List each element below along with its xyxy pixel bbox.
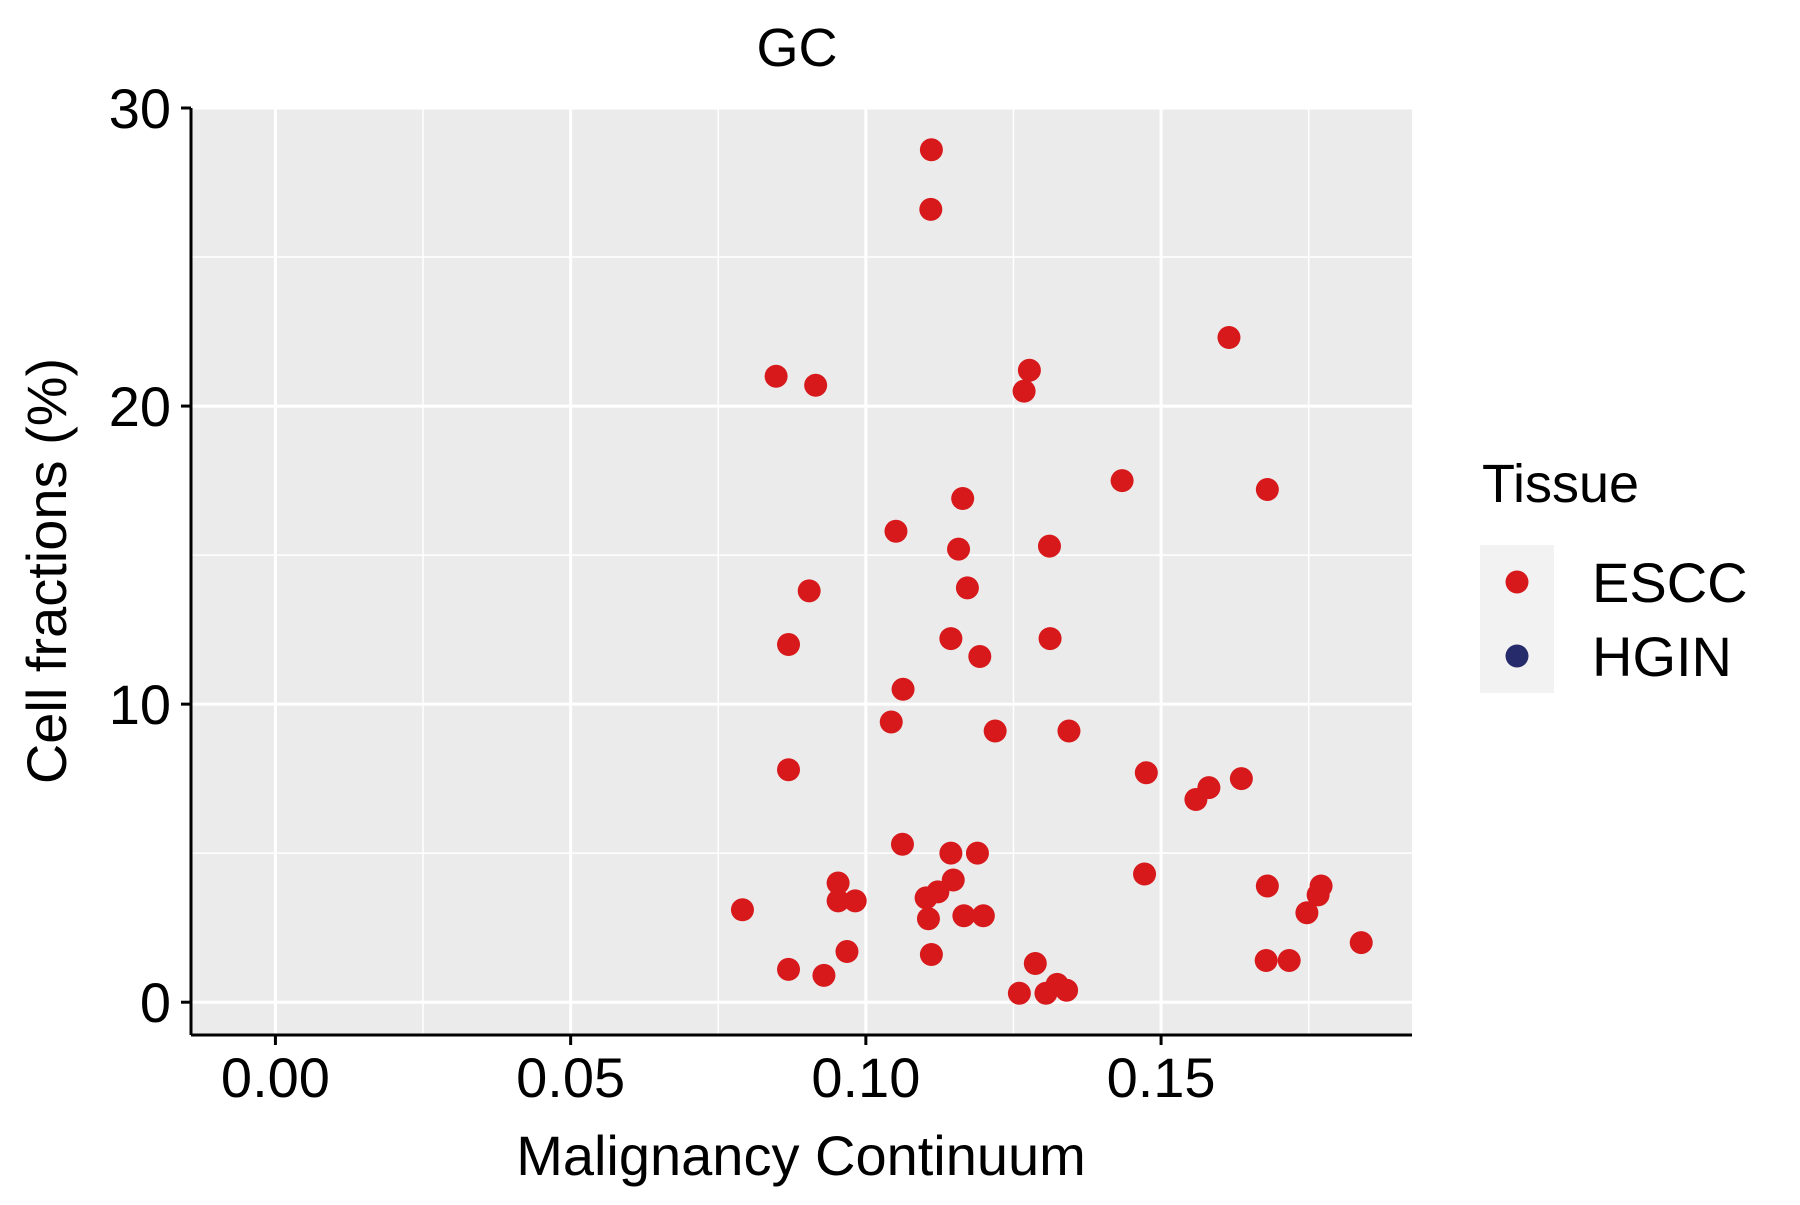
x-tick-label: 0.15	[1107, 1046, 1216, 1109]
data-point	[919, 943, 943, 967]
data-point	[1217, 326, 1241, 350]
legend-label-escc: ESCC	[1592, 551, 1748, 614]
y-axis-label: Cell fractions (%)	[15, 358, 78, 784]
y-tick-label: 20	[109, 375, 171, 438]
data-point	[884, 519, 908, 543]
plot-panel	[191, 108, 1412, 1035]
data-point	[764, 364, 788, 388]
data-point	[1110, 469, 1134, 493]
grid-lines	[191, 106, 1412, 1035]
data-point	[1038, 627, 1062, 651]
x-axis-label: Malignancy Continuum	[516, 1124, 1086, 1187]
data-point	[1306, 883, 1330, 907]
data-point	[1133, 862, 1157, 886]
data-point	[891, 677, 915, 701]
data-point	[919, 138, 943, 162]
x-tick-label: 0.10	[811, 1046, 920, 1109]
data-point	[812, 963, 836, 987]
data-point	[835, 940, 859, 964]
data-point	[730, 898, 754, 922]
data-point	[939, 841, 963, 865]
data-point	[939, 627, 963, 651]
data-point	[777, 758, 801, 782]
data-point	[1255, 874, 1279, 898]
y-tick-label: 0	[140, 971, 171, 1034]
data-point	[879, 710, 903, 734]
y-tick-label: 30	[109, 77, 171, 140]
data-point	[843, 889, 867, 913]
data-point	[1055, 978, 1079, 1002]
data-point	[1295, 901, 1319, 925]
data-point	[1254, 948, 1278, 972]
data-point	[1184, 788, 1208, 812]
data-point	[1229, 767, 1253, 791]
legend-entries: ESCC HGIN	[1505, 551, 1748, 688]
data-points	[730, 138, 1373, 1005]
legend-label-hgin: HGIN	[1592, 625, 1732, 688]
x-tick-label: 0.00	[221, 1046, 330, 1109]
data-point	[951, 486, 975, 510]
data-point	[777, 957, 801, 981]
data-point	[983, 719, 1007, 743]
data-point	[947, 537, 971, 561]
data-point	[1255, 478, 1279, 502]
data-point	[1277, 948, 1301, 972]
data-point	[1017, 358, 1041, 382]
data-point	[890, 832, 914, 856]
data-point	[797, 579, 821, 603]
data-point	[1037, 534, 1061, 558]
data-point	[826, 871, 850, 895]
legend: Tissue ESCC HGIN	[1480, 454, 1748, 693]
data-point	[968, 644, 992, 668]
y-tick-label: 10	[109, 673, 171, 736]
data-point	[1012, 379, 1036, 403]
legend-key-hgin	[1505, 644, 1529, 668]
data-point	[1349, 931, 1373, 955]
x-axis-ticks: 0.00 0.05 0.10 0.15	[221, 1035, 1216, 1109]
axes	[189, 108, 1412, 1037]
legend-key-background	[1480, 545, 1554, 693]
data-point	[1007, 981, 1031, 1005]
data-point	[919, 197, 943, 221]
data-point	[777, 633, 801, 657]
x-tick-label: 0.05	[516, 1046, 625, 1109]
y-axis-ticks: 0 10 20 30	[109, 77, 191, 1034]
data-point	[1057, 719, 1081, 743]
data-point	[826, 889, 850, 913]
data-point	[1134, 761, 1158, 785]
legend-key-escc	[1505, 570, 1529, 594]
legend-title: Tissue	[1482, 454, 1639, 514]
chart-title: GC	[757, 18, 838, 78]
data-point	[965, 841, 989, 865]
data-point	[971, 904, 995, 928]
data-point	[952, 904, 976, 928]
data-point	[1023, 951, 1047, 975]
data-point	[955, 576, 979, 600]
data-point	[804, 373, 828, 397]
data-point	[916, 907, 940, 931]
data-point	[914, 886, 938, 910]
